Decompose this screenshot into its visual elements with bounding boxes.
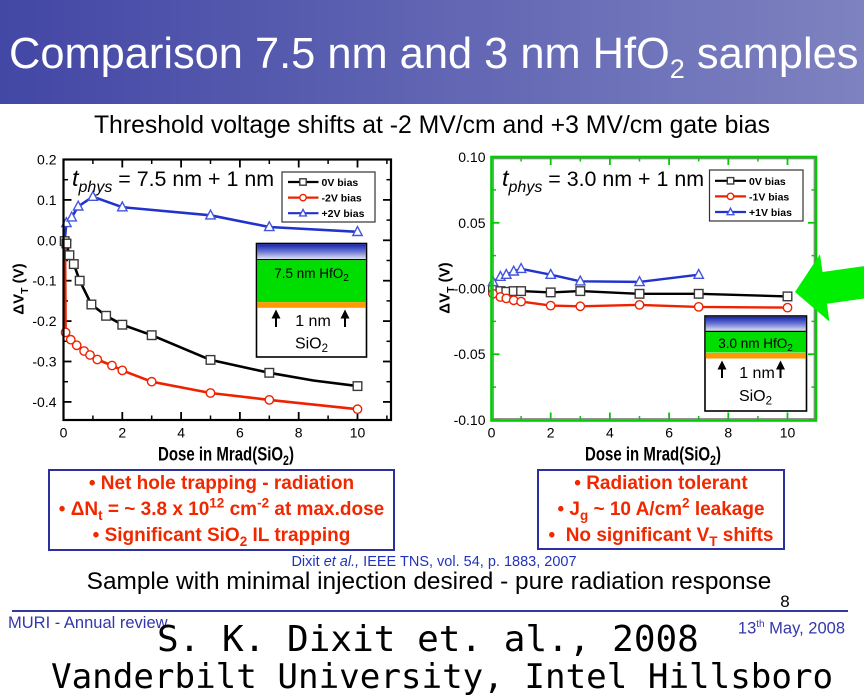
svg-text:1 nm: 1 nm xyxy=(739,365,775,382)
svg-text:0: 0 xyxy=(60,425,68,441)
svg-text:-1V bias: -1V bias xyxy=(749,191,789,203)
svg-text:+2V bias: +2V bias xyxy=(322,208,365,220)
svg-text:ΔVT (V): ΔVT (V) xyxy=(437,262,458,313)
svg-text:6: 6 xyxy=(236,425,244,441)
svg-text:10: 10 xyxy=(350,425,366,441)
svg-text:ΔVT (V): ΔVT (V) xyxy=(11,263,32,314)
svg-text:4: 4 xyxy=(177,425,185,441)
svg-text:7.5 nm HfO2: 7.5 nm HfO2 xyxy=(274,266,349,284)
svg-text:2: 2 xyxy=(118,425,126,441)
svg-text:8: 8 xyxy=(295,425,303,441)
svg-text:4: 4 xyxy=(606,425,614,441)
svg-text:10: 10 xyxy=(780,425,796,441)
svg-text:tphys = 7.5 nm + 1 nm: tphys = 7.5 nm + 1 nm xyxy=(72,165,274,196)
svg-text:SiO2: SiO2 xyxy=(739,388,772,408)
svg-text:-0.05: -0.05 xyxy=(454,346,486,362)
svg-text:-2V bias: -2V bias xyxy=(322,193,362,205)
svg-text:-0.00: -0.00 xyxy=(454,281,486,297)
svg-text:-0.3: -0.3 xyxy=(32,354,56,370)
svg-text:-0.10: -0.10 xyxy=(454,412,486,428)
svg-text:-0.2: -0.2 xyxy=(32,313,56,329)
svg-text:0: 0 xyxy=(488,425,496,441)
svg-text:0.0: 0.0 xyxy=(37,232,57,248)
svg-text:2: 2 xyxy=(547,425,555,441)
svg-text:-0.4: -0.4 xyxy=(32,394,56,410)
svg-text:0.05: 0.05 xyxy=(458,215,485,231)
svg-text:8: 8 xyxy=(724,425,732,441)
svg-text:0.1: 0.1 xyxy=(37,192,57,208)
svg-text:1 nm: 1 nm xyxy=(295,313,331,330)
svg-text:Dose in Mrad(SiO2): Dose in Mrad(SiO2) xyxy=(585,444,721,468)
svg-text:SiO2: SiO2 xyxy=(295,336,328,356)
svg-text:0V bias: 0V bias xyxy=(322,177,359,189)
svg-text:0V bias: 0V bias xyxy=(749,176,786,188)
svg-text:0.10: 0.10 xyxy=(458,149,485,165)
svg-text:-0.1: -0.1 xyxy=(32,273,56,289)
svg-text:6: 6 xyxy=(665,425,673,441)
svg-text:3.0 nm HfO2: 3.0 nm HfO2 xyxy=(718,336,793,354)
svg-text:tphys = 3.0 nm + 1 nm: tphys = 3.0 nm + 1 nm xyxy=(502,165,704,196)
svg-text:0.2: 0.2 xyxy=(37,152,57,168)
svg-text:+1V bias: +1V bias xyxy=(749,207,792,219)
svg-text:Dose in Mrad(SiO2): Dose in Mrad(SiO2) xyxy=(158,444,294,468)
